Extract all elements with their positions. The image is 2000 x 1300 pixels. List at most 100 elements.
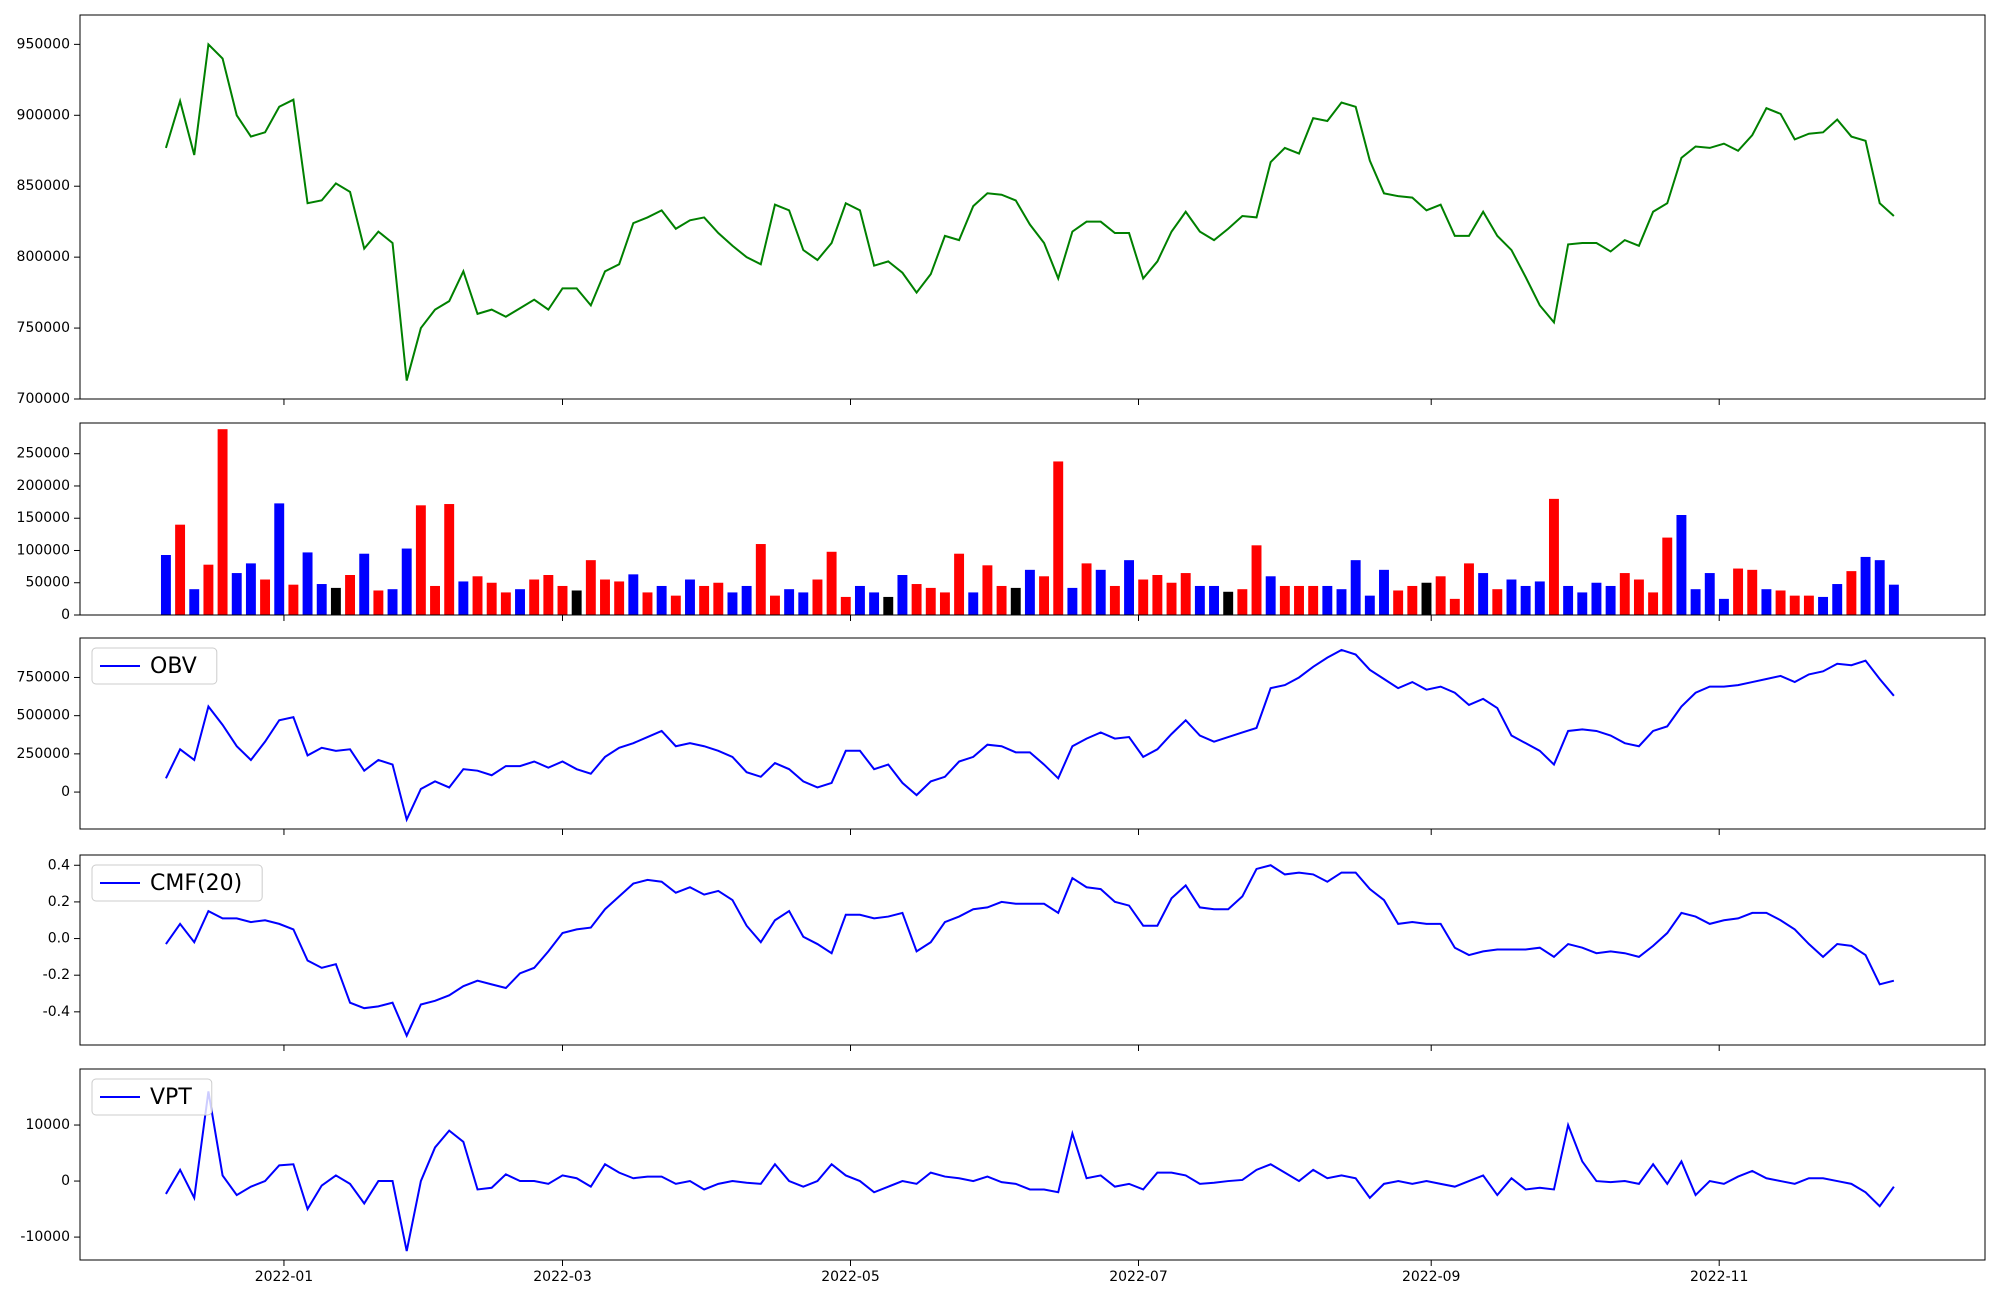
volume-bar [529, 579, 540, 615]
volume-bar [685, 579, 695, 615]
volume-bar [1789, 595, 1800, 615]
volume-bar [1548, 498, 1559, 615]
volume-bar [373, 590, 384, 615]
volume-bar [1704, 573, 1715, 615]
volume-bar [1846, 571, 1857, 615]
y-tick-label: 100000 [17, 542, 70, 558]
volume-bar [996, 585, 1007, 615]
volume-bar [302, 552, 313, 615]
volume-bar [1534, 581, 1545, 615]
volume-bar [1024, 569, 1035, 615]
volume-bar [883, 596, 894, 615]
legend-box [91, 864, 263, 902]
volume-bar [189, 589, 200, 615]
plot-frame [79, 637, 1986, 830]
volume-bar [175, 524, 186, 615]
y-tick-label: 0 [61, 607, 70, 623]
volume-bar [1209, 585, 1219, 615]
line [165, 648, 1895, 823]
plot-frame [79, 422, 1986, 616]
y-tick-label: 150000 [17, 510, 70, 526]
volume-bar [458, 581, 469, 615]
legend-box [91, 1078, 213, 1116]
y-tick-label: 0.0 [48, 931, 70, 947]
volume-bar [1294, 585, 1304, 615]
volume-bar [1421, 582, 1432, 615]
volume-bar [1464, 563, 1474, 615]
volume-bar [642, 592, 653, 615]
plot-frame [79, 854, 1986, 1046]
volume-bar [699, 585, 710, 615]
volume-bar [415, 505, 426, 615]
line [165, 1091, 1895, 1252]
y-tick-label: 850000 [17, 178, 70, 194]
volume-bar [1010, 587, 1021, 615]
x-tick-label: 2022-07 [1109, 1269, 1168, 1285]
legend-label: VPT [150, 1085, 192, 1110]
volume-bar [401, 548, 412, 615]
volume-bar [557, 585, 568, 615]
volume-bar [1690, 589, 1701, 615]
volume-bar [1775, 590, 1786, 615]
legend-box [91, 647, 218, 685]
volume-bar [1520, 585, 1531, 615]
volume-bar [954, 553, 965, 615]
y-tick-label: 900000 [17, 107, 70, 123]
volume-bar [288, 584, 299, 615]
volume-bar [1577, 592, 1588, 615]
plot-frame [79, 1068, 1986, 1261]
volume-bar [812, 579, 823, 615]
volume-bar [1095, 569, 1106, 615]
volume-bar [727, 592, 738, 615]
volume-bar [968, 592, 979, 615]
volume-bar [1435, 576, 1446, 615]
volume-bar [472, 576, 483, 615]
volume-bar [1761, 589, 1772, 615]
volume-bar [274, 503, 285, 615]
volume-bar [1407, 585, 1418, 615]
volume-bar [670, 595, 681, 615]
x-tick-label: 2022-11 [1690, 1269, 1749, 1285]
y-tick-label: 200000 [17, 478, 70, 494]
volume-bar [1039, 576, 1050, 615]
volume-bar [1860, 556, 1871, 615]
line [165, 864, 1895, 1039]
y-tick-label: -0.2 [43, 967, 70, 983]
volume-bar [1747, 569, 1758, 615]
volume-bar [500, 592, 511, 615]
volume-bar [869, 592, 880, 615]
volume-bar [911, 584, 922, 615]
y-tick-label: 750000 [17, 669, 70, 685]
volume-bar [1449, 598, 1460, 615]
volume-bar [217, 429, 228, 615]
volume-bar [345, 575, 356, 615]
volume-bar [614, 581, 625, 615]
volume-bar [203, 564, 214, 615]
y-tick-label: 800000 [17, 249, 70, 265]
volume-bar [1563, 585, 1574, 615]
volume-bar [1180, 573, 1191, 615]
y-tick-label: 0.2 [48, 894, 70, 910]
volume-bar [585, 560, 596, 615]
y-tick-label: -0.4 [43, 1004, 70, 1020]
plot-frame [79, 14, 1986, 400]
volume-bar [854, 585, 865, 615]
volume-bar [387, 589, 398, 615]
volume-bar [1888, 584, 1899, 615]
volume-bar [1619, 573, 1630, 615]
line [164, 42, 1895, 381]
volume-bar [1492, 589, 1503, 615]
volume-bar [1237, 589, 1248, 615]
y-tick-label: 250000 [17, 446, 70, 462]
y-tick-label: 750000 [17, 320, 70, 336]
volume-bar [1648, 592, 1659, 615]
volume-bar [571, 590, 582, 615]
volume-bar [1067, 587, 1078, 615]
volume-bar [1194, 585, 1205, 615]
volume-bar [1832, 584, 1843, 615]
x-tick-label: 2022-09 [1402, 1269, 1461, 1285]
volume-bar [330, 587, 341, 615]
volume-bar [755, 544, 766, 615]
y-tick-label: 700000 [17, 391, 70, 407]
